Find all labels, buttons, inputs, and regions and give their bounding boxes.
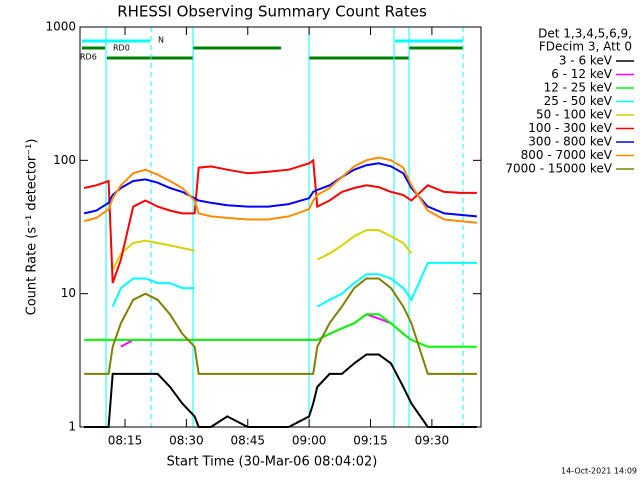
x-tick-label: 08:45 — [230, 434, 265, 448]
attenuator-bars — [82, 39, 463, 60]
y-tick-label: 100 — [53, 153, 76, 167]
gap-lines — [105, 27, 464, 427]
series-line — [84, 277, 477, 375]
legend-header: FDecim 3, Att 0 — [539, 40, 632, 54]
x-tick-label: 08:15 — [108, 434, 143, 448]
legend-label: 25 - 50 keV — [544, 94, 613, 108]
annotation: RD6 — [80, 53, 97, 62]
legend-label: 100 - 300 keV — [528, 121, 612, 135]
legend-label: 800 - 7000 keV — [521, 148, 613, 162]
x-tick-label: 09:15 — [353, 434, 388, 448]
legend-label: 12 - 25 keV — [544, 81, 613, 95]
timestamp: 14-Oct-2021 14:09 — [561, 467, 637, 476]
x-tick-label: 08:30 — [169, 434, 204, 448]
x-tick-label: 09:30 — [415, 434, 450, 448]
series-line — [111, 261, 477, 308]
series-line — [83, 156, 478, 224]
y-tick-label: 1 — [68, 420, 76, 434]
y-axis-label: Count Rate (s⁻¹ detector⁻¹) — [25, 139, 40, 316]
series-line — [84, 353, 477, 428]
legend-label: 50 - 100 keV — [536, 108, 613, 122]
annotation: N — [158, 36, 164, 45]
legend-label: 6 - 12 keV — [551, 67, 613, 81]
y-tick-label: 10 — [61, 286, 76, 300]
series-line — [83, 158, 477, 284]
y-tick-label: 1000 — [45, 20, 76, 34]
legend-label: 7000 - 15000 keV — [505, 162, 612, 176]
annotation: RD0 — [113, 44, 130, 53]
legend-label: 300 - 800 keV — [528, 135, 612, 149]
legend-label: 3 - 6 keV — [559, 54, 613, 68]
x-axis-label: Start Time (30-Mar-06 08:04:02) — [167, 455, 378, 470]
series-line — [83, 162, 477, 218]
chart-title: RHESSI Observing Summary Count Rates — [117, 3, 427, 21]
series-line — [84, 313, 477, 348]
legend-header: Det 1,3,4,5,6,9, — [538, 27, 632, 41]
x-tick-label: 09:00 — [292, 434, 327, 448]
